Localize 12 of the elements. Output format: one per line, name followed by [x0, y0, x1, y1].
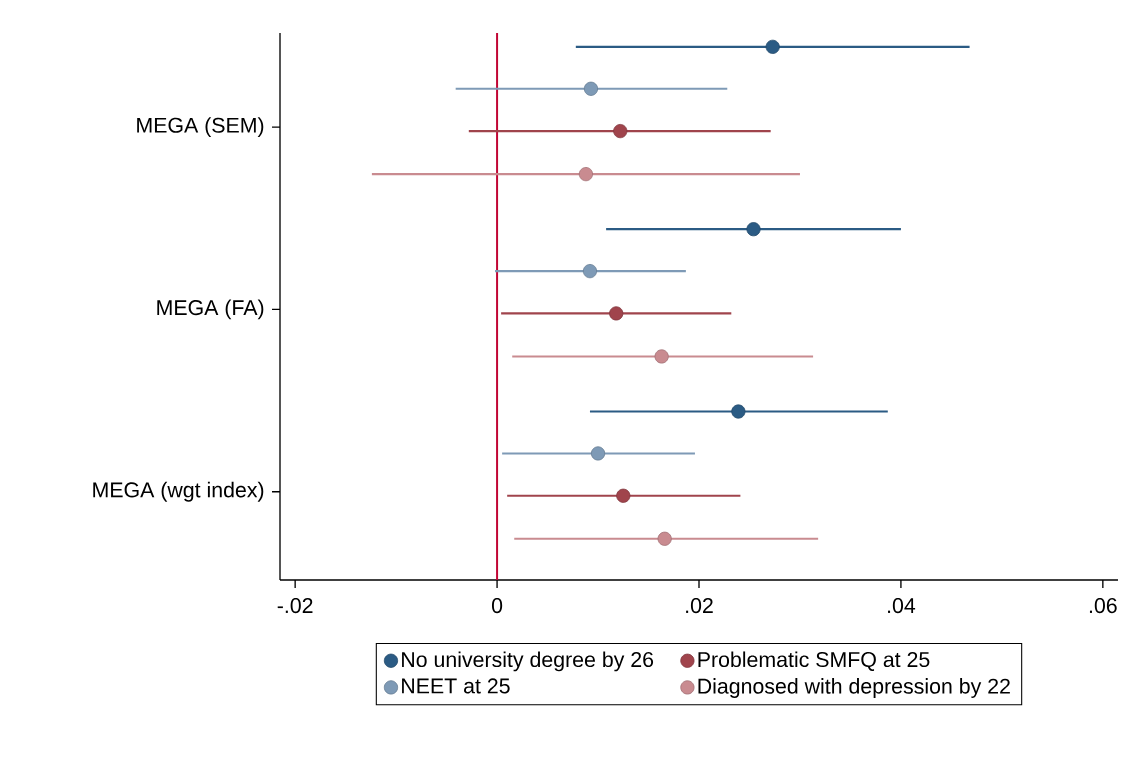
x-tick-label: .02 — [686, 598, 713, 614]
x-tick-label: 0 — [491, 598, 503, 614]
legend-label: No university degree by 26 — [402, 651, 654, 672]
legend-label: Problematic SMFQ at 25 — [698, 651, 930, 671]
x-tick-label: -.02 — [277, 598, 313, 614]
y-tick-label: MEGA (FA) — [157, 299, 264, 320]
x-tick-label: .06 — [1089, 598, 1117, 614]
y-tick-label: MEGA (wgt index) — [93, 481, 264, 502]
legend-label: Diagnosed with depression by 22 — [698, 678, 1010, 698]
legend-label: NEET at 25 — [402, 678, 510, 694]
y-tick-label: MEGA (SEM) — [137, 117, 264, 138]
x-tick-label: .04 — [888, 598, 916, 614]
